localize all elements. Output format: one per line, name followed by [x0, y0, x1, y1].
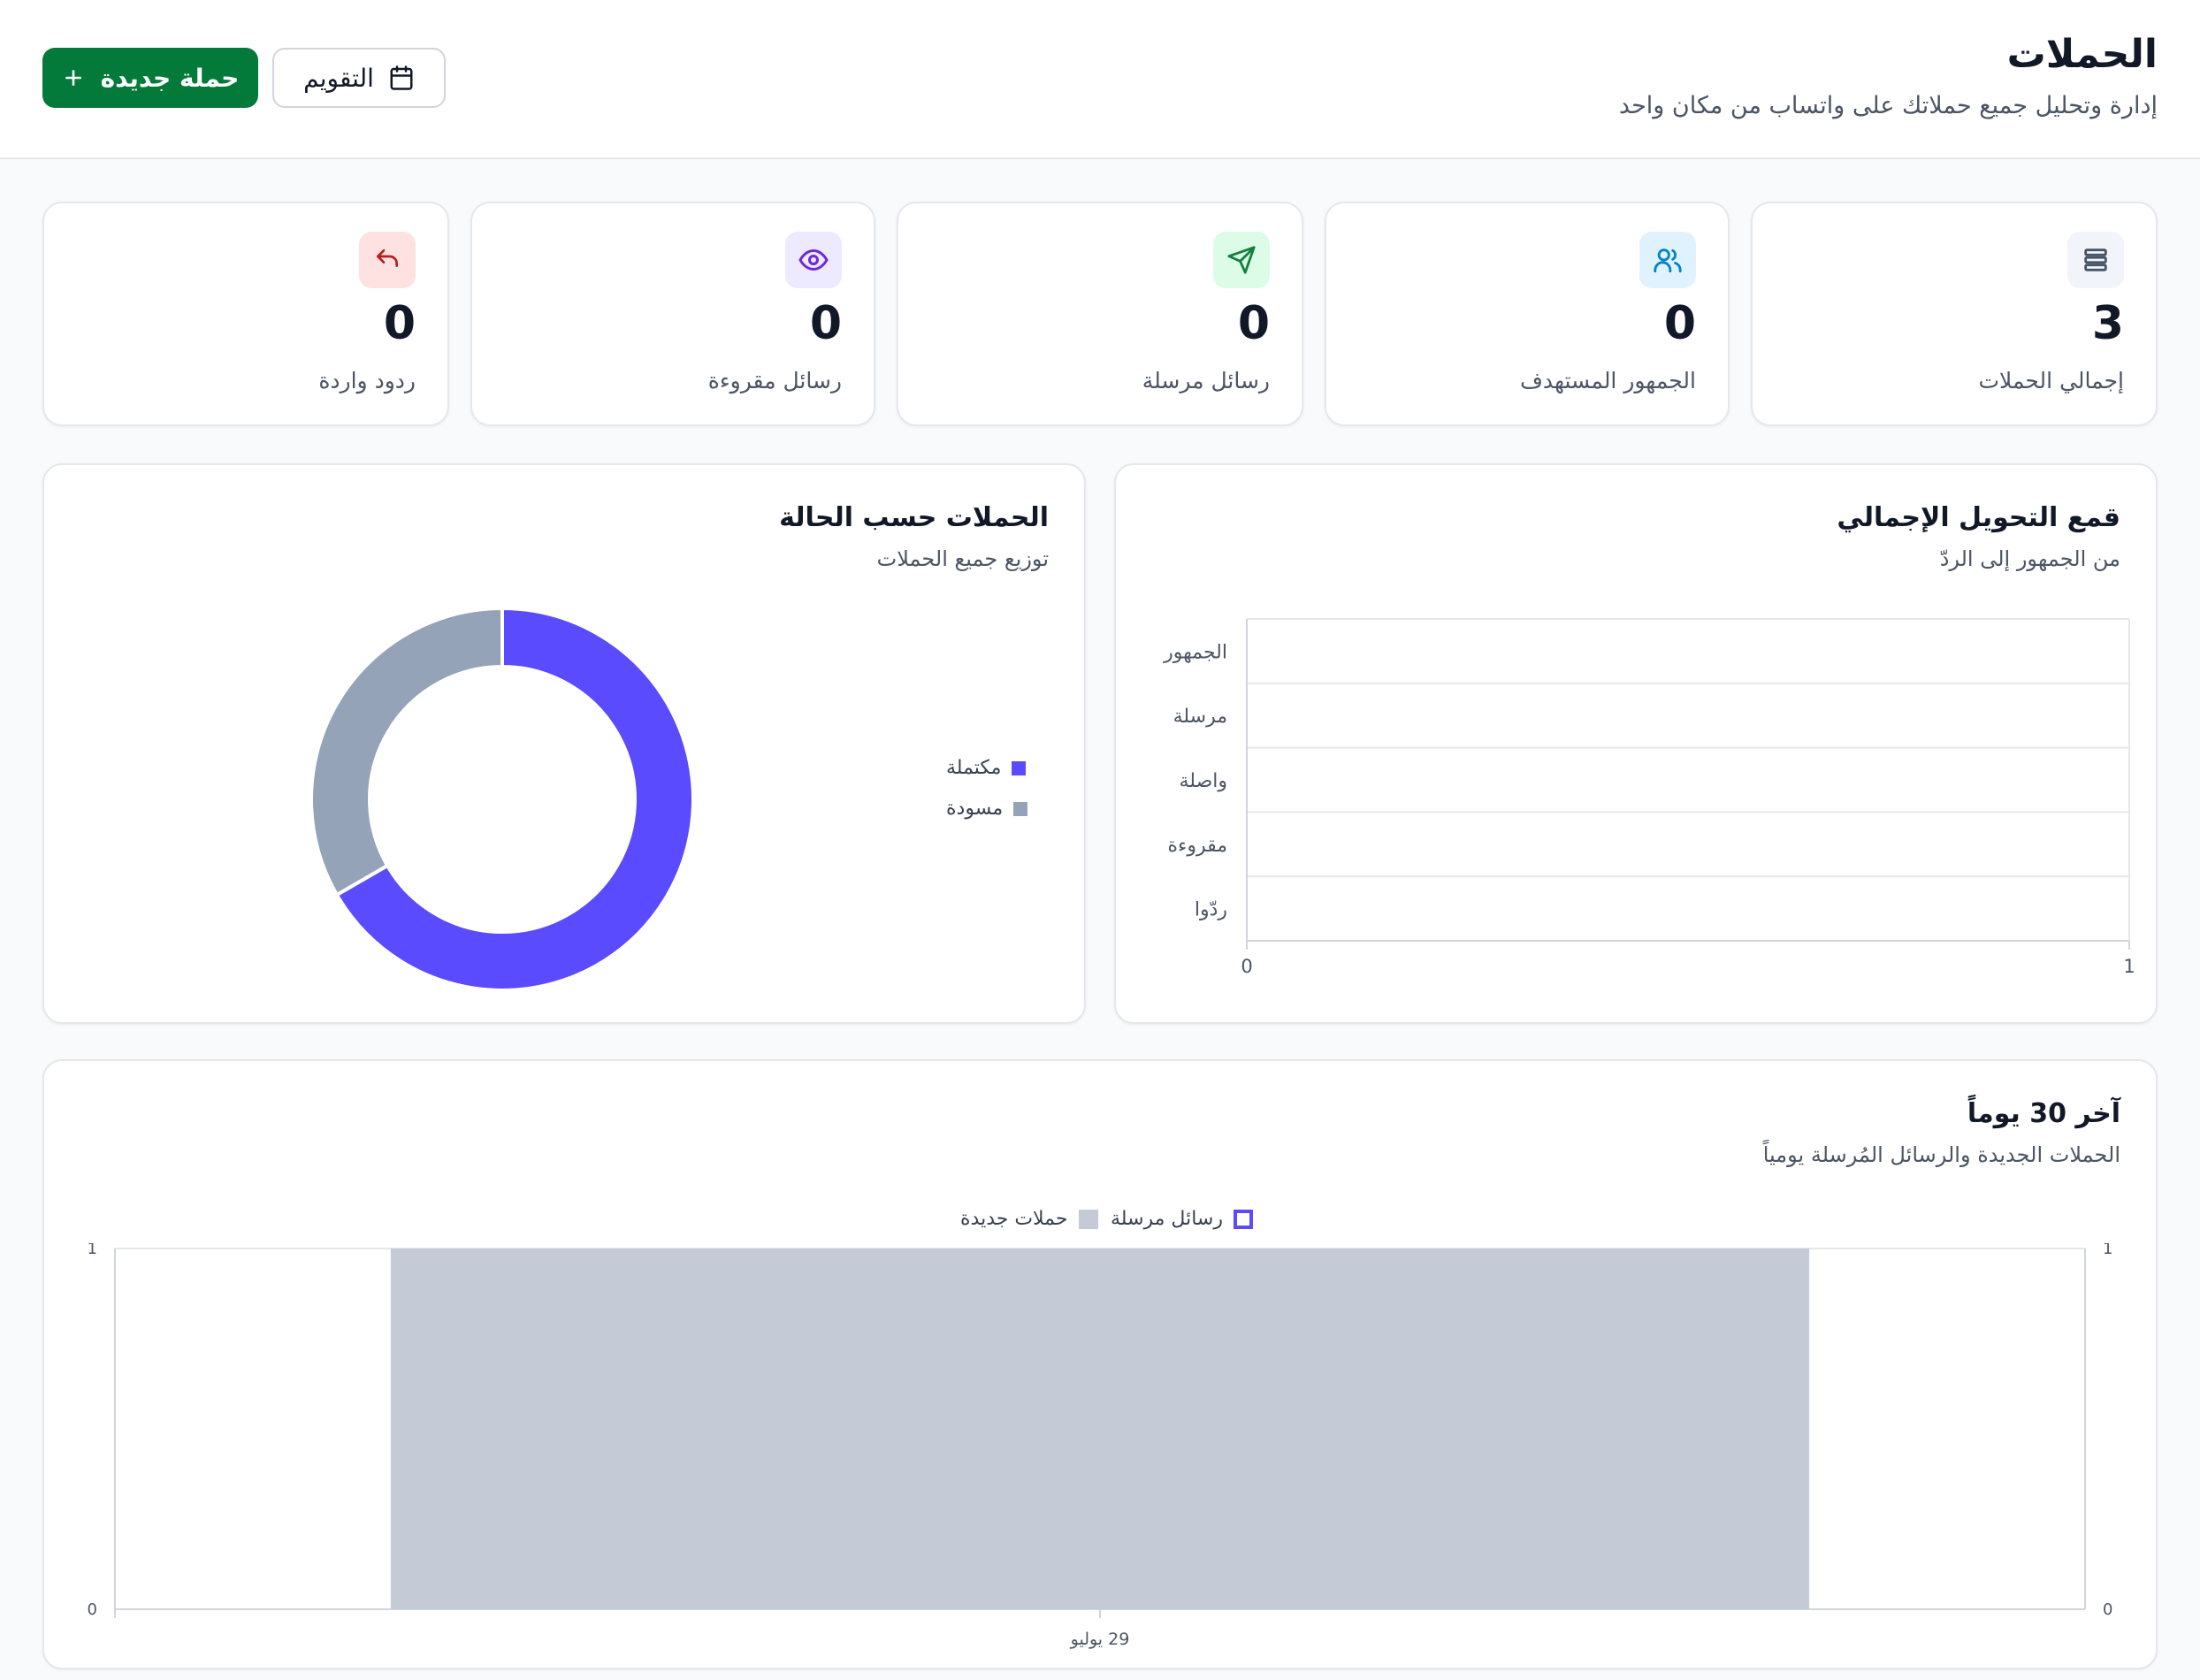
legend-label: حملات جديدة [960, 1208, 1068, 1230]
legend-swatch [1012, 760, 1027, 775]
stack-icon [2067, 232, 2124, 288]
legend-item-draft[interactable]: مسودة [946, 798, 1028, 820]
x-tick-label: 0 [1241, 956, 1252, 977]
stat-card-total-campaigns: 3 إجمالي الحملات [1751, 202, 2158, 426]
stat-card-target-audience: 0 الجمهور المستهدف [1325, 202, 1730, 426]
y-tick-label: ردّوا [1195, 899, 1227, 921]
calendar-label: التقويم [303, 63, 374, 93]
page-title: الحملات [2006, 32, 2158, 77]
y-tick-label: الجمهور [1163, 641, 1227, 663]
donut-slice-0 [334, 606, 695, 992]
y2-tick-label: 1 [2103, 1243, 2112, 1258]
plus-icon [65, 70, 81, 86]
calendar-icon [390, 65, 413, 90]
stat-card-read-messages: 0 رسائل مقروءة [470, 202, 875, 426]
send-icon [1213, 232, 1270, 288]
stat-card-incoming-replies: 0 ردود واردة [42, 202, 449, 426]
new-campaign-label: حملة جديدة [100, 63, 240, 93]
eye-icon [785, 232, 842, 288]
stat-label: الجمهور المستهدف [1519, 368, 1696, 393]
page-header: الحملات إدارة وتحليل جميع حملاتك على وات… [0, 0, 2200, 159]
y-tick-label: 1 [88, 1243, 97, 1258]
funnel-card: قمع التحويل الإجمالي من الجمهور إلى الرد… [1114, 463, 2158, 1024]
status-title: الحملات حسب الحالة [779, 502, 1049, 533]
y-tick-label: واصلة [1180, 770, 1228, 792]
status-card: الحملات حسب الحالة توزيع جميع الحملات مك… [42, 463, 1086, 1024]
daily-bar-chart: 0 1 0 1 29 يوليو [88, 1243, 2113, 1649]
donut-slice-1 [309, 606, 504, 897]
bar-new-campaigns [390, 1249, 1810, 1609]
new-campaign-button[interactable]: حملة جديدة [42, 48, 258, 108]
y-tick-label: مقروءة [1167, 835, 1227, 857]
legend-label: مسودة [946, 798, 1004, 820]
legend-label: رسائل مرسلة [1111, 1208, 1223, 1230]
status-donut-chart [309, 606, 695, 992]
x-tick-label: 29 يوليو [1070, 1630, 1130, 1649]
daily-card: آخر 30 يوماً الحملات الجديدة والرسائل ال… [42, 1059, 2158, 1669]
stat-value: 3 [2091, 297, 2124, 350]
calendar-button[interactable]: التقويم [272, 48, 446, 108]
funnel-subtitle: من الجمهور إلى الردّ [1939, 546, 2120, 571]
daily-title: آخر 30 يوماً [1967, 1098, 2120, 1129]
stat-value: 0 [383, 297, 416, 350]
stat-value: 0 [1663, 297, 1696, 350]
stat-value: 0 [809, 297, 842, 350]
x-tick-label: 1 [2123, 956, 2135, 977]
stat-label: رسائل مرسلة [1142, 368, 1270, 393]
legend-item-sent-messages[interactable]: رسائل مرسلة [1111, 1208, 1253, 1230]
users-icon [1639, 232, 1696, 288]
stat-label: رسائل مقروءة [707, 368, 842, 393]
legend-swatch [1233, 1209, 1253, 1229]
funnel-title: قمع التحويل الإجمالي [1837, 502, 2120, 533]
daily-subtitle: الحملات الجديدة والرسائل المُرسلة يومياً [1762, 1142, 2120, 1167]
page-subtitle: إدارة وتحليل جميع حملاتك على واتساب من م… [1618, 92, 2158, 119]
y-tick-label: 0 [88, 1600, 97, 1619]
stat-value: 0 [1237, 297, 1270, 350]
legend-swatch [1013, 801, 1028, 816]
stat-label: إجمالي الحملات [1978, 368, 2124, 393]
y-tick-label: مرسلة [1173, 706, 1227, 728]
reply-icon [359, 232, 416, 288]
status-subtitle: توزيع جميع الحملات [876, 546, 1049, 571]
funnel-chart: الجمهور مرسلة واصلة مقروءة ردّوا 0 1 [1163, 618, 2135, 977]
stat-card-sent-messages: 0 رسائل مرسلة [897, 202, 1303, 426]
legend-swatch [1078, 1209, 1098, 1229]
legend-item-completed[interactable]: مكتملة [946, 757, 1027, 779]
legend-item-new-campaigns[interactable]: حملات جديدة [960, 1208, 1098, 1230]
legend-label: مكتملة [946, 757, 1002, 779]
y2-tick-label: 0 [2103, 1600, 2112, 1619]
stat-label: ردود واردة [318, 368, 416, 393]
